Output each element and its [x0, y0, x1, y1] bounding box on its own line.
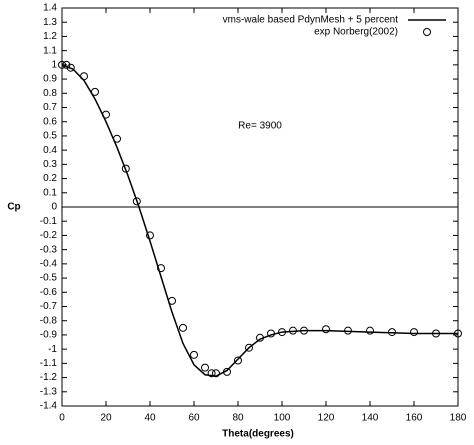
legend-label: vms-wale based PdynMesh + 5 percent	[223, 15, 399, 26]
y-tick-label: -1.3	[40, 386, 58, 397]
data-point	[66, 63, 75, 72]
y-tick-label: -0.4	[40, 258, 58, 269]
y-tick-label: 1.1	[43, 45, 57, 56]
y-tick-label: 0.1	[43, 187, 57, 198]
y-tick-label: 0.7	[43, 102, 57, 113]
cp-line	[61, 64, 458, 377]
y-tick-label: -0.7	[40, 301, 58, 312]
x-tick-label: 40	[144, 413, 156, 424]
y-tick-label: -0.8	[40, 315, 58, 326]
data-point	[132, 197, 141, 206]
data-point	[201, 363, 209, 372]
y-tick-label: -1.1	[40, 358, 58, 369]
data-point	[58, 60, 66, 69]
data-point	[234, 356, 242, 365]
y-tick-label: 1.3	[43, 17, 57, 28]
y-tick-label: 0.4	[43, 145, 57, 156]
y-tick-label: 0.5	[43, 131, 57, 142]
data-point	[146, 231, 154, 240]
x-tick-label: 60	[188, 413, 200, 424]
data-point	[300, 326, 308, 335]
data-point	[223, 367, 231, 376]
legend-label: exp Norberg(2002)	[314, 27, 398, 38]
data-point	[322, 325, 330, 334]
y-tick-label: 0.2	[43, 173, 57, 184]
y-tick-label: 0.9	[43, 74, 57, 85]
y-tick-label: -0.3	[40, 244, 58, 255]
data-point	[168, 296, 176, 305]
legend-swatch	[423, 28, 431, 36]
data-point	[113, 134, 121, 143]
data-point	[256, 333, 264, 342]
data-point	[179, 323, 187, 332]
x-tick-label: 120	[318, 413, 335, 424]
y-tick-label: -0.1	[40, 216, 58, 227]
y-tick-label: -0.5	[40, 273, 58, 284]
data-point	[410, 328, 418, 337]
y-tick-label: 0	[51, 202, 57, 213]
x-tick-label: 20	[100, 413, 112, 424]
y-tick-label: 0.6	[43, 116, 57, 127]
data-point	[388, 328, 396, 337]
y-tick-label: -1	[48, 344, 57, 355]
x-axis-label: Theta(degrees)	[222, 429, 294, 440]
data-point	[157, 264, 165, 273]
y-tick-label: -0.6	[40, 287, 58, 298]
y-tick-label: 1.4	[43, 3, 57, 14]
y-tick-label: 0.3	[43, 159, 57, 170]
y-tick-label: -1.4	[40, 401, 58, 412]
data-point	[454, 329, 462, 338]
data-point	[91, 87, 99, 96]
data-point	[366, 326, 374, 335]
y-tick-label: -1.2	[40, 372, 58, 383]
y-tick-label: 0.8	[43, 88, 57, 99]
data-point	[190, 350, 198, 359]
y-tick-label: -0.2	[40, 230, 58, 241]
data-point	[267, 329, 275, 338]
x-tick-label: 100	[274, 413, 291, 424]
data-point	[62, 60, 71, 69]
data-point	[278, 328, 286, 337]
annotation: Re= 3900	[238, 121, 282, 132]
x-tick-label: 0	[59, 413, 65, 424]
x-tick-label: 180	[450, 413, 467, 424]
x-tick-label: 140	[362, 413, 379, 424]
data-point	[212, 369, 220, 378]
y-tick-label: -0.9	[40, 330, 58, 341]
y-tick-label: 1.2	[43, 31, 57, 42]
y-axis-label: Cp	[7, 202, 20, 213]
x-tick-label: 160	[406, 413, 423, 424]
y-tick-label: 1	[51, 59, 57, 70]
data-point	[289, 326, 297, 335]
data-point	[245, 343, 253, 352]
x-tick-label: 80	[232, 413, 244, 424]
data-point	[344, 326, 352, 335]
data-point	[432, 329, 440, 338]
data-point	[207, 369, 216, 378]
data-point	[121, 164, 130, 173]
data-point	[102, 110, 110, 119]
data-point	[80, 72, 88, 81]
